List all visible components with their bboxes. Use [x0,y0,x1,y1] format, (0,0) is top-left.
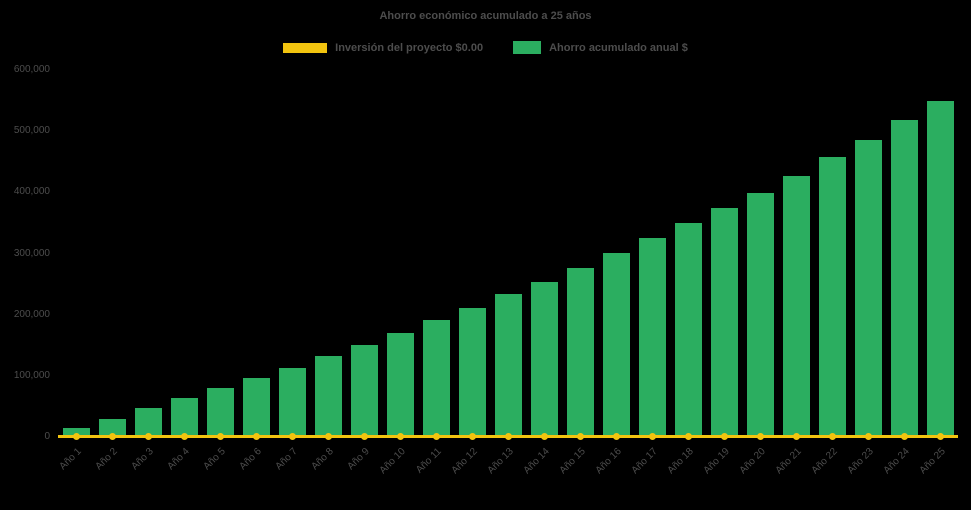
investment-marker [468,433,476,440]
investment-marker [612,433,620,440]
investment-marker [792,433,800,440]
bar-año-25 [926,101,954,437]
investment-marker [828,433,836,440]
investment-marker [504,433,512,440]
legend-label-ahorro: Ahorro acumulado anual $ [549,41,688,54]
bar-año-2 [98,419,126,437]
bar-año-23 [854,140,882,437]
bar-año-16 [602,253,630,437]
bar-año-20 [746,193,774,437]
investment-marker [864,433,872,440]
bar-año-8 [314,356,342,437]
bar-año-17 [638,238,666,437]
legend-label-inversion: Inversión del proyecto $0.00 [335,41,484,54]
bar-año-13 [494,294,522,437]
y-tick-label: 600,000 [13,64,50,75]
investment-marker [396,433,404,440]
investment-marker [936,433,944,440]
bar-año-18 [674,223,702,437]
bar-año-7 [278,368,306,437]
bar-año-19 [710,208,738,437]
bar-año-15 [566,268,594,437]
bar-año-10 [386,333,414,437]
investment-marker [144,433,152,440]
y-tick-label: 300,000 [13,247,50,259]
investment-marker [540,433,548,440]
y-tick-label: 400,000 [13,186,50,198]
investment-marker [648,433,656,440]
y-tick-label: 100,000 [13,369,50,381]
x-tick-label: Año 1 [57,446,84,473]
investment-marker [684,433,692,440]
bar-año-5 [206,388,234,437]
bar-año-11 [422,320,450,437]
y-tick-label: 0 [44,431,50,442]
investment-marker [360,433,368,440]
investment-marker [288,433,296,440]
bar-año-6 [242,378,270,437]
investment-marker [576,433,584,440]
bar-año-12 [458,308,486,437]
bar-año-4 [170,398,198,437]
investment-marker [756,433,764,440]
bar-año-14 [530,282,558,437]
bar-año-22 [818,157,846,437]
investment-marker [252,433,260,440]
legend-item-ahorro: Ahorro acumulado anual $ [513,41,688,54]
chart-title: Ahorro económico acumulado a 25 años [379,10,592,22]
y-tick-label: 200,000 [13,308,50,320]
plot-area: Año 1 Año 2 Año 3 Año 4 Año 5 Año 6 Año 7 Año 8… [58,70,958,476]
bar-año-9 [350,345,378,437]
legend-swatch-ahorro [513,41,542,54]
investment-marker [720,433,728,440]
y-tick-label: 500,000 [13,125,50,137]
legend-item-inversion: Inversión del proyecto $0.00 [283,42,483,54]
bar-año-24 [890,120,918,437]
investment-marker [432,433,440,440]
bar-año-1 [62,428,90,437]
legend-swatch-inversion [283,42,328,53]
investment-marker [900,433,908,440]
bar-año-21 [782,176,810,437]
investment-marker [72,433,80,440]
bar-año-3 [134,408,162,437]
investment-marker [180,433,188,440]
investment-marker [108,433,116,440]
legend: Inversión del proyecto $0.00 Ahorro acum… [0,41,971,54]
investment-marker [324,433,332,440]
investment-marker [216,433,224,440]
